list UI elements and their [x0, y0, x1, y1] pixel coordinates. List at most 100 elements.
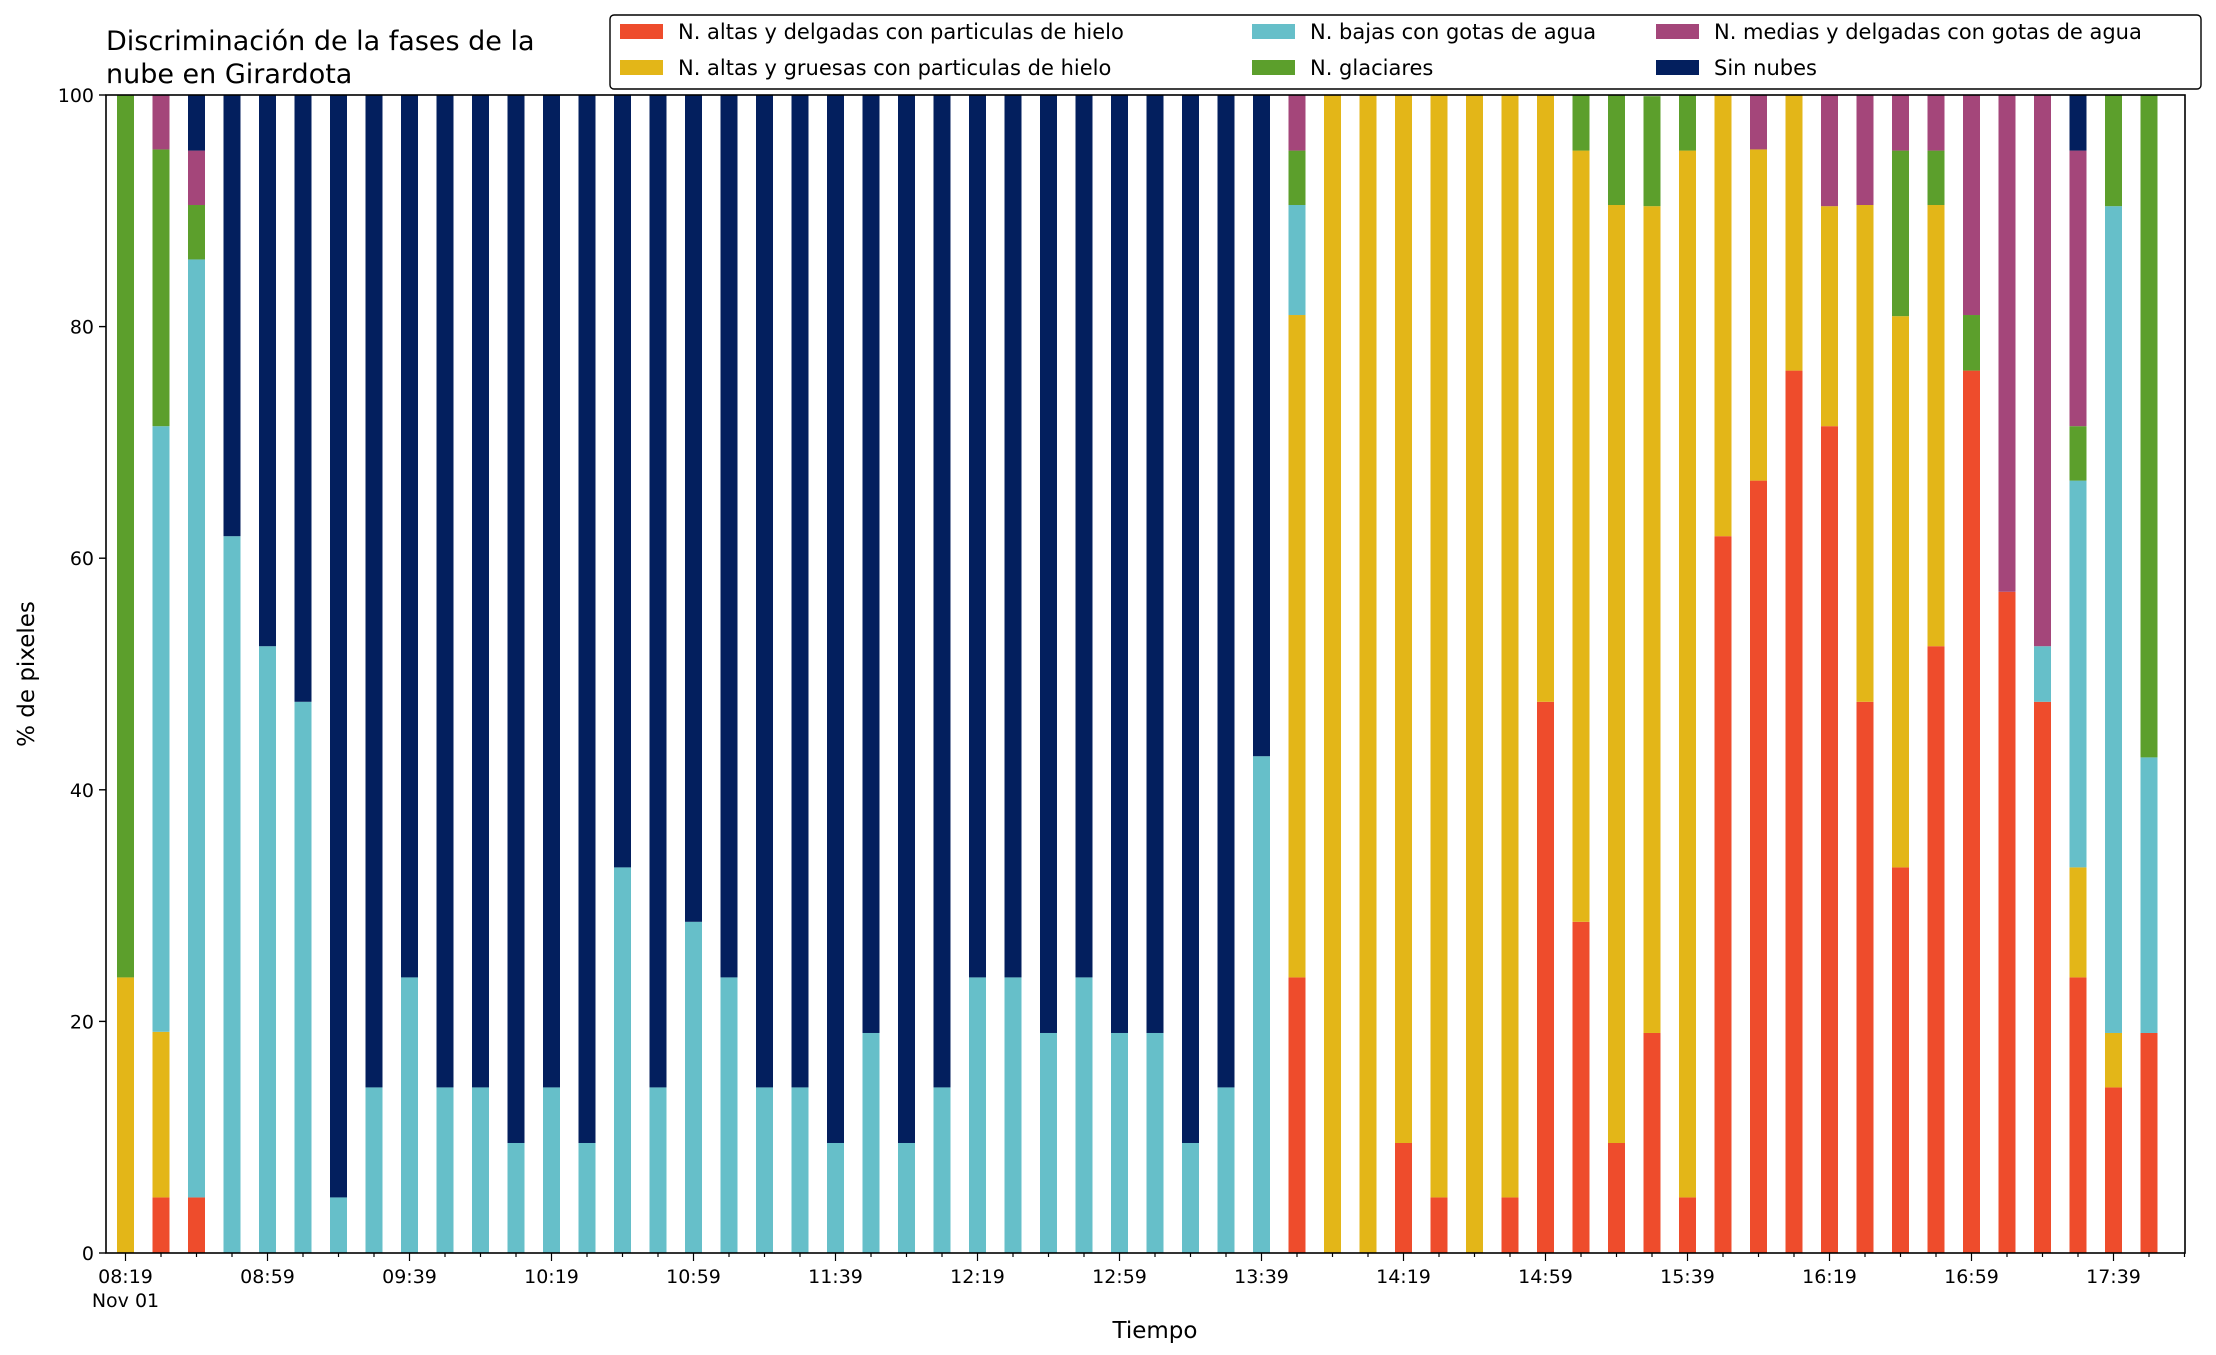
y-tick-label: 40: [70, 780, 94, 802]
bar-segment: [1963, 370, 1980, 1254]
bar-segment: [2105, 95, 2122, 207]
bar-segment: [188, 205, 205, 260]
bar-segment: [649, 1087, 667, 1253]
bar-stack: [188, 95, 205, 1253]
y-tick-label: 60: [70, 548, 94, 570]
bar-segment: [401, 977, 418, 1253]
bar-segment: [294, 95, 312, 702]
legend-label: Sin nubes: [1714, 56, 1817, 80]
bar-segment: [1750, 95, 1767, 150]
bar-stack: [1395, 95, 1412, 1253]
legend-label: N. altas y gruesas con particulas de hie…: [678, 56, 1111, 80]
bar-segment: [578, 1142, 596, 1253]
bar-stack: [1643, 96, 1661, 1253]
bar-segment: [259, 646, 276, 1253]
bar-stack: [649, 95, 667, 1253]
bar-segment: [2069, 95, 2087, 151]
bar-stack: [2140, 95, 2158, 1253]
bar-segment: [223, 95, 241, 537]
bar-segment: [720, 95, 738, 978]
bar-segment: [614, 95, 631, 868]
bar-stack: [1608, 95, 1625, 1253]
y-tick-label: 100: [58, 85, 94, 107]
x-tick-label: 12:59: [1092, 1266, 1147, 1288]
bar-segment: [2140, 1032, 2158, 1253]
bar-segment: [1466, 95, 1483, 1253]
x-tick-label: 11:39: [808, 1266, 863, 1288]
bar-segment: [365, 1087, 383, 1253]
bar-segment: [1146, 95, 1164, 1033]
bar-stack: [507, 95, 525, 1253]
bar-segment: [1111, 1032, 1128, 1253]
legend-label: N. glaciares: [1310, 56, 1433, 80]
x-tick-label: 15:39: [1660, 1266, 1715, 1288]
bar-segment: [1537, 701, 1554, 1253]
bar-segment: [898, 95, 915, 1143]
bar-segment: [152, 95, 170, 150]
bar-segment: [1821, 95, 1838, 207]
legend-swatch: [620, 24, 663, 39]
bar-segment: [862, 95, 880, 1033]
bar-segment: [685, 921, 702, 1253]
bar-segment: [1004, 95, 1022, 978]
chart-title-line-1: Discriminación de la fases de la: [106, 26, 535, 57]
x-date-label: Nov 01: [92, 1290, 159, 1312]
bar-segment: [152, 426, 170, 1032]
bar-segment: [1856, 701, 1874, 1253]
bar-segment: [1750, 149, 1767, 481]
bar-stack: [1359, 95, 1377, 1253]
bar-segment: [1714, 536, 1732, 1253]
bar-segment: [1785, 95, 1803, 371]
bar-segment: [117, 95, 134, 978]
bar-segment: [2140, 757, 2158, 1033]
bar-segment: [1075, 977, 1093, 1253]
bar-segment: [1643, 206, 1661, 1033]
bar-segment: [1608, 1142, 1625, 1253]
y-axis-label: % de pixeles: [14, 601, 40, 747]
bar-stack: [223, 95, 241, 1253]
bar-segment: [1892, 316, 1909, 868]
bar-segment: [1430, 1197, 1448, 1253]
bar-segment: [1288, 95, 1306, 151]
y-axis: 0 20 40 60 80 100: [58, 85, 106, 1265]
bar-segment: [2105, 1087, 2122, 1253]
bar-segment: [152, 1197, 170, 1253]
bar-segment: [1750, 480, 1767, 1253]
bar-stack: [330, 95, 347, 1253]
bar-segment: [436, 95, 454, 1088]
bar-stack: [933, 95, 951, 1253]
bar-stack: [1430, 95, 1448, 1253]
bar-segment: [2105, 206, 2122, 1033]
bar-stack: [578, 95, 596, 1253]
bar-segment: [259, 95, 276, 647]
bar-segment: [1572, 921, 1590, 1253]
bar-stack: [898, 95, 915, 1253]
bar-segment: [1572, 150, 1590, 922]
bar-segment: [791, 95, 809, 1088]
bar-segment: [933, 95, 951, 1088]
bar-segment: [152, 1031, 170, 1198]
legend-swatch: [1252, 24, 1295, 39]
bar-stacks: [117, 95, 2158, 1254]
bar-stack: [1253, 95, 1270, 1253]
chart-title-line-2: nube en Girardota: [106, 59, 352, 90]
bar-segment: [1821, 426, 1838, 1253]
bar-stack: [969, 95, 986, 1253]
bar-segment: [1963, 95, 1980, 316]
bar-segment: [1040, 1032, 1057, 1253]
bar-segment: [1679, 150, 1696, 1198]
bar-segment: [365, 95, 383, 1088]
bar-segment: [330, 1197, 347, 1253]
bar-stack: [401, 95, 418, 1253]
bar-segment: [507, 95, 525, 1143]
bar-segment: [1288, 315, 1306, 978]
bar-segment: [1359, 95, 1377, 1253]
legend-item: N. altas y gruesas con particulas de hie…: [620, 56, 1111, 80]
legend-label: N. medias y delgadas con gotas de agua: [1714, 20, 2142, 44]
bar-stack: [152, 95, 170, 1253]
bar-segment: [1182, 95, 1199, 1143]
y-tick-label: 20: [70, 1011, 94, 1033]
bar-segment: [1501, 1197, 1519, 1253]
bar-stack: [1821, 95, 1838, 1253]
